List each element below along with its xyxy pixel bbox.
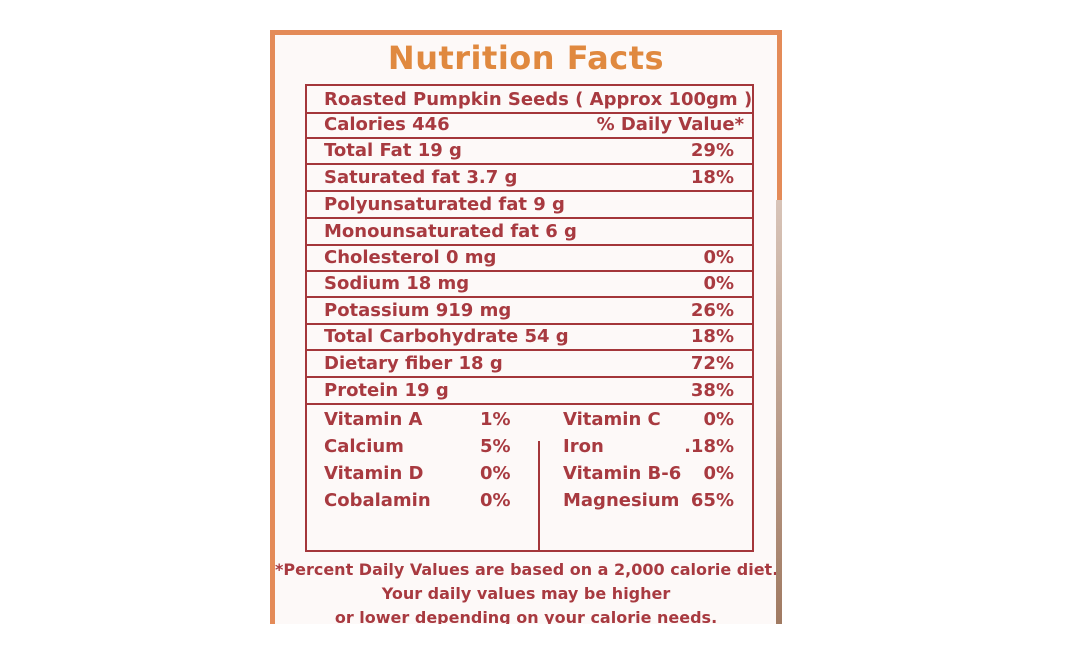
nutrition-facts-table: Roasted Pumpkin Seeds ( Approx 100gm ) C… (305, 84, 754, 552)
vitamin-label: Vitamin B-6 (563, 463, 682, 484)
vitamin-label: Cobalamin (324, 490, 431, 511)
nutrient-percent: 18% (690, 326, 734, 347)
nutrient-row: Monounsaturated fat 6 g (307, 219, 752, 246)
vitamin-label: Magnesium (563, 490, 680, 511)
vitamin-percent: 0% (703, 463, 734, 484)
nutrient-row: Sodium 18 mg 0% (307, 272, 752, 298)
nutrient-percent: 72% (690, 353, 734, 374)
nutrient-label: Sodium 18 mg (324, 273, 470, 294)
vitamin-row: Cobalamin 0% Magnesium 65% (307, 486, 752, 513)
nutrient-label: Protein 19 g (324, 380, 449, 401)
nutrient-label: Cholesterol 0 mg (324, 247, 497, 268)
footnote: *Percent Daily Values are based on a 2,0… (275, 558, 777, 624)
nutrient-row: Protein 19 g 38% (307, 378, 752, 405)
nutrient-percent: 0% (703, 247, 734, 268)
nutrient-label: Dietary fiber 18 g (324, 353, 503, 374)
vitamin-label: Iron (563, 436, 604, 457)
nutrient-percent: 26% (690, 300, 734, 321)
vitamin-row: Vitamin D 0% Vitamin B-6 0% (307, 459, 752, 486)
nutrient-row: Dietary fiber 18 g 72% (307, 351, 752, 378)
serving-size: Roasted Pumpkin Seeds ( Approx 100gm ) (324, 89, 753, 110)
nutrient-percent: 38% (690, 380, 734, 401)
container-edge (776, 200, 782, 624)
nutrient-label: Saturated fat 3.7 g (324, 167, 518, 188)
vitamin-percent: 0% (703, 409, 734, 430)
nutrient-label: Monounsaturated fat 6 g (324, 221, 577, 242)
vitamin-row: Vitamin A 1% Vitamin C 0% (307, 405, 752, 432)
nutrient-percent: 18% (690, 167, 734, 188)
vitamin-label: Vitamin A (324, 409, 423, 430)
vitamin-percent: 0% (480, 490, 511, 511)
footnote-line: *Percent Daily Values are based on a 2,0… (275, 560, 779, 579)
nutrient-row: Potassium 919 mg 26% (307, 298, 752, 325)
vitamin-label: Vitamin D (324, 463, 424, 484)
label-title: Nutrition Facts (387, 39, 665, 77)
vitamin-column-divider (538, 441, 540, 552)
vitamin-percent: 1% (480, 409, 511, 430)
vitamin-percent: 65% (690, 490, 734, 511)
nutrient-percent: 0% (703, 273, 734, 294)
serving-row: Roasted Pumpkin Seeds ( Approx 100gm ) (307, 86, 752, 114)
nutrient-label: Total Carbohydrate 54 g (324, 326, 569, 347)
nutrient-label: Total Fat 19 g (324, 140, 462, 161)
nutrient-row: Total Carbohydrate 54 g 18% (307, 325, 752, 351)
nutrient-row: Polyunsaturated fat 9 g (307, 192, 752, 219)
nutrient-label: Polyunsaturated fat 9 g (324, 194, 565, 215)
nutrient-percent: 29% (690, 140, 734, 161)
vitamin-label: Calcium (324, 436, 404, 457)
footnote-line: or lower depending on your calorie needs… (334, 608, 718, 624)
vitamin-label: Vitamin C (563, 409, 661, 430)
nutrient-row: Cholesterol 0 mg 0% (307, 246, 752, 272)
calories-row: Calories 446 % Daily Value* (307, 114, 752, 139)
vitamin-row: Calcium 5% Iron .18% (307, 432, 752, 459)
nutrition-label: Nutrition Facts Roasted Pumpkin Seeds ( … (270, 30, 782, 624)
calories-label: Calories 446 (324, 114, 450, 135)
nutrient-row: Saturated fat 3.7 g 18% (307, 165, 752, 192)
vitamin-percent: 0% (480, 463, 511, 484)
nutrient-row: Total Fat 19 g 29% (307, 139, 752, 165)
nutrient-label: Potassium 919 mg (324, 300, 512, 321)
vitamin-percent: 5% (480, 436, 511, 457)
daily-value-header: % Daily Value* (596, 114, 744, 135)
vitamin-percent: .18% (684, 436, 734, 457)
footnote-line: Your daily values may be higher (381, 584, 671, 603)
